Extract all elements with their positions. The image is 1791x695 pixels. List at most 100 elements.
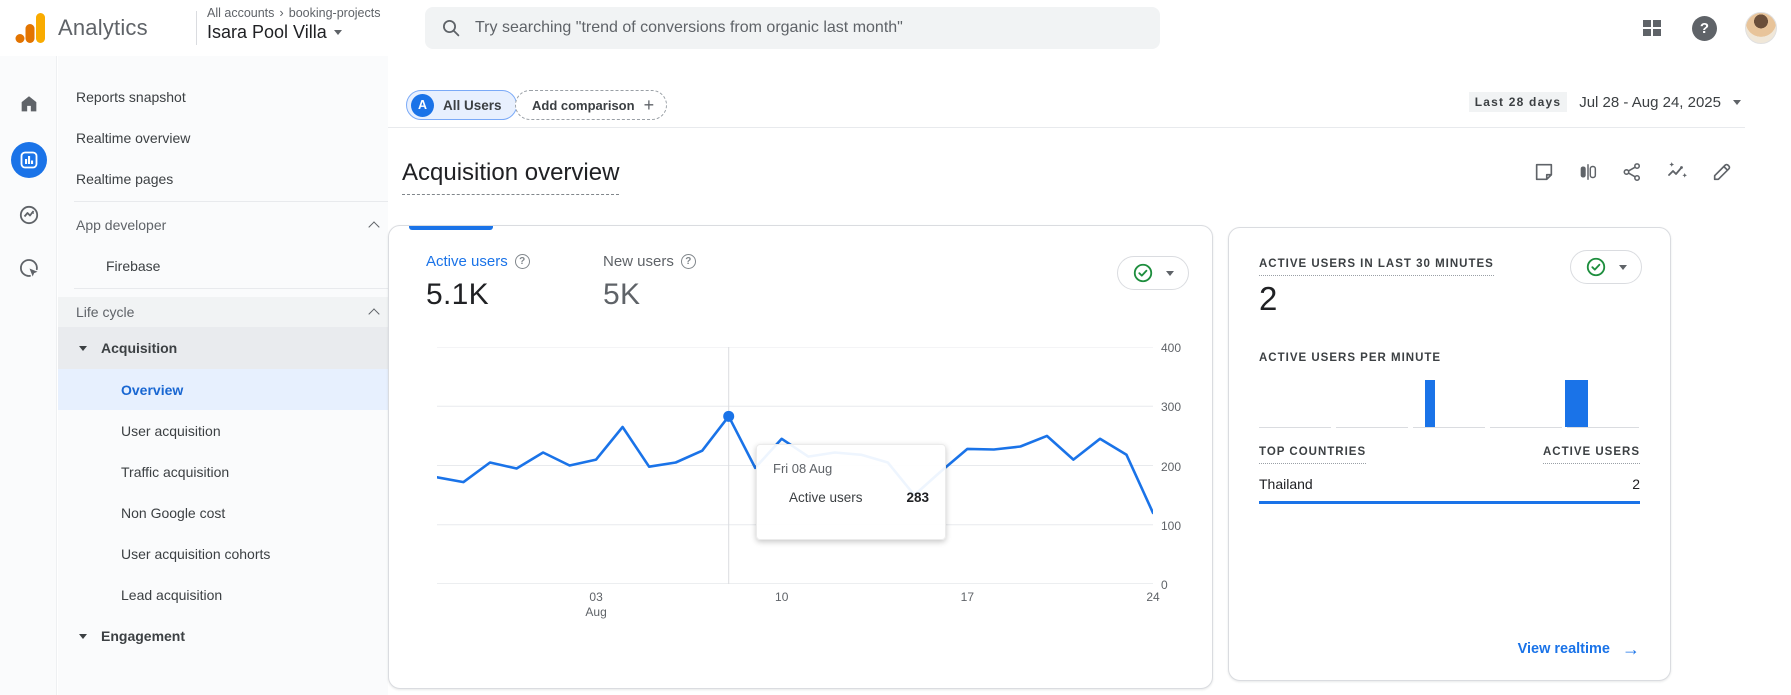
nav-non-google-cost[interactable]: Non Google cost <box>58 492 400 533</box>
explore-icon <box>19 205 39 225</box>
nav-firebase[interactable]: Firebase <box>58 245 400 286</box>
segment-label: All Users <box>443 97 502 113</box>
data-quality-menu[interactable] <box>1117 256 1189 290</box>
nav-group-life-cycle[interactable]: Life cycle <box>58 297 400 327</box>
apps-grid-icon <box>1643 20 1661 36</box>
y-tick-label: 300 <box>1161 400 1182 415</box>
avatar[interactable] <box>1745 12 1777 44</box>
check-circle-icon <box>1133 263 1153 283</box>
nav-divider <box>74 288 400 289</box>
date-range-picker[interactable]: Last 28 days Jul 28 - Aug 24, 2025 <box>1468 92 1741 112</box>
insights-button[interactable] <box>1665 160 1689 184</box>
app-name: Analytics <box>58 15 148 40</box>
nav-item-label: Traffic acquisition <box>121 463 230 480</box>
rail-home-button[interactable] <box>11 86 47 122</box>
breadcrumb-root[interactable]: All accounts <box>207 5 275 20</box>
nav-section-acquisition[interactable]: Acquisition <box>58 327 400 369</box>
country-row: Thailand 2 <box>1259 476 1640 504</box>
view-realtime-link[interactable]: View realtime → <box>1518 640 1640 658</box>
all-users-segment-chip[interactable]: A All Users <box>406 90 517 120</box>
add-comparison-button[interactable]: Add comparison + <box>515 90 668 120</box>
nav-item-label: Non Google cost <box>121 504 226 521</box>
nav-section-engagement[interactable]: Engagement <box>58 615 400 657</box>
apps-grid-button[interactable] <box>1640 16 1664 40</box>
per-minute-label: ACTIVE USERS PER MINUTE <box>1259 352 1442 364</box>
share-button[interactable] <box>1621 161 1643 183</box>
app-header: Analytics All accounts › booking-project… <box>0 0 1791 56</box>
rail-explore-button[interactable] <box>11 197 47 233</box>
breadcrumb-project[interactable]: booking-projects <box>288 5 381 20</box>
per-minute-bar <box>1424 380 1436 427</box>
metric-tab-new-users[interactable]: New users ? 5K <box>603 253 696 312</box>
tooltip-metric-value: 283 <box>906 490 929 505</box>
help-button[interactable]: ? <box>1692 15 1717 41</box>
date-range-value: Jul 28 - Aug 24, 2025 <box>1579 93 1721 111</box>
search-input[interactable] <box>475 19 1144 37</box>
nav-lead-acquisition[interactable]: Lead acquisition <box>58 574 400 615</box>
nav-user-acquisition-cohorts[interactable]: User acquisition cohorts <box>58 533 400 574</box>
nav-section-label: Engagement <box>101 628 186 644</box>
page-title: Acquisition overview <box>402 159 620 195</box>
nav-item-label: Realtime pages <box>76 170 174 187</box>
compare-ab-button[interactable] <box>1577 161 1599 183</box>
reports-icon <box>20 151 38 169</box>
nav-item-label: User acquisition <box>121 422 221 439</box>
breadcrumb: All accounts › booking-projects <box>207 5 380 20</box>
global-search[interactable] <box>425 7 1160 49</box>
y-tick-label: 200 <box>1161 459 1182 474</box>
arrow-right-icon: → <box>1622 639 1640 659</box>
edit-button[interactable] <box>1711 161 1733 183</box>
nav-item-label: User acquisition cohorts <box>121 545 271 562</box>
nav-realtime-pages[interactable]: Realtime pages <box>58 158 400 199</box>
check-circle-icon <box>1586 257 1606 277</box>
property-name: Isara Pool Villa <box>207 22 327 42</box>
acquisition-chart-card: Active users ? 5.1K New users ? 5K 0 100 2… <box>388 225 1213 689</box>
tooltip-metric-label: Active users <box>789 490 863 505</box>
chevron-up-icon <box>370 220 380 230</box>
chevron-right-icon: › <box>279 5 284 20</box>
per-minute-bar-chart <box>1259 378 1641 428</box>
help-question-icon[interactable]: ? <box>680 254 696 269</box>
rail-advertising-button[interactable] <box>11 250 47 286</box>
report-content: A All Users Add comparison + Last 28 day… <box>388 56 1791 695</box>
help-question-icon[interactable]: ? <box>514 254 530 269</box>
chevron-down-icon <box>333 30 342 35</box>
data-quality-menu[interactable] <box>1570 250 1642 284</box>
google-analytics-logo-icon <box>15 13 45 43</box>
top-countries-header: TOP COUNTRIES <box>1259 446 1367 464</box>
home-icon <box>21 96 37 112</box>
search-icon <box>443 20 460 37</box>
insights-icon <box>1668 162 1687 178</box>
share-icon <box>1623 163 1641 181</box>
nav-user-acquisition[interactable]: User acquisition <box>58 410 400 451</box>
realtime-title: ACTIVE USERS IN LAST 30 MINUTES <box>1259 258 1494 276</box>
metric-tab-active-users[interactable]: Active users ? 5.1K <box>426 253 530 312</box>
nav-reports-snapshot[interactable]: Reports snapshot <box>58 76 400 117</box>
y-tick-label: 0 <box>1161 578 1168 592</box>
nav-realtime-overview[interactable]: Realtime overview <box>58 117 400 158</box>
edit-pencil-icon <box>1713 163 1731 181</box>
note-button[interactable] <box>1533 161 1555 183</box>
comparison-toolbar: A All Users Add comparison + Last 28 day… <box>388 56 1791 127</box>
header-divider <box>196 11 197 45</box>
advertising-icon <box>20 259 38 277</box>
nav-traffic-acquisition[interactable]: Traffic acquisition <box>58 451 400 492</box>
per-minute-bar <box>1577 380 1588 427</box>
header-actions: ? <box>1640 0 1777 56</box>
add-comparison-label: Add comparison <box>532 97 635 113</box>
nav-acquisition-overview[interactable]: Overview <box>58 369 400 410</box>
property-selector[interactable]: Isara Pool Villa <box>207 22 380 43</box>
x-tick-label: 17 <box>960 590 975 604</box>
nav-item-label: Overview <box>121 381 184 398</box>
per-minute-baseline <box>1259 426 1641 428</box>
nav-section-label: Acquisition <box>101 340 178 356</box>
tooltip-date: Fri 08 Aug <box>773 461 833 476</box>
rail-reports-button[interactable] <box>11 142 47 178</box>
help-icon: ? <box>1692 15 1717 41</box>
plus-icon: + <box>643 95 655 115</box>
account-switcher: All accounts › booking-projects Isara Po… <box>207 5 380 43</box>
metric-value: 5.1K <box>426 278 489 311</box>
nav-group-app-developer[interactable]: App developer <box>58 204 400 245</box>
analytics-logo[interactable]: Analytics <box>14 11 148 45</box>
date-preset-badge: Last 28 days <box>1468 92 1568 112</box>
